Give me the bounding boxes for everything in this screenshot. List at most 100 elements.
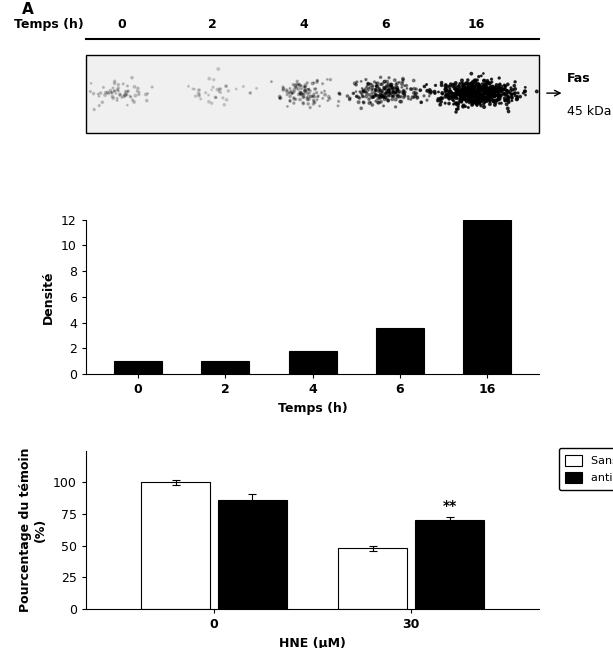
Point (195, 85, 205, 95)
Point (325, 93, 335, 104)
Point (474, 79, 484, 89)
Point (218, 93, 228, 103)
Point (487, 77, 497, 87)
Point (356, 87, 366, 98)
Point (446, 79, 455, 89)
Point (364, 79, 373, 89)
Point (495, 82, 504, 92)
Point (399, 85, 409, 95)
Point (112, 85, 122, 95)
Point (215, 84, 224, 95)
Point (455, 93, 465, 104)
Point (490, 97, 500, 107)
Point (484, 84, 493, 95)
Y-axis label: Densité: Densité (42, 270, 55, 323)
Point (493, 87, 503, 97)
Point (388, 87, 398, 97)
Point (459, 81, 468, 91)
Point (376, 93, 386, 103)
Point (465, 83, 475, 93)
Point (466, 82, 476, 93)
Point (445, 84, 455, 94)
Point (323, 95, 333, 106)
Point (453, 89, 463, 99)
Point (424, 87, 434, 97)
Point (464, 89, 474, 100)
Point (123, 90, 132, 100)
Point (500, 89, 509, 99)
Point (456, 92, 466, 102)
Point (370, 91, 379, 101)
Point (468, 81, 478, 91)
Point (289, 87, 299, 97)
Point (492, 90, 502, 100)
Point (481, 88, 491, 98)
Point (466, 96, 476, 106)
Point (309, 97, 319, 107)
Point (384, 87, 394, 97)
Point (462, 82, 472, 92)
Point (494, 85, 504, 95)
Point (221, 81, 231, 91)
Point (303, 98, 313, 109)
Point (391, 89, 401, 100)
Point (472, 89, 482, 99)
Point (453, 104, 463, 114)
Point (115, 90, 125, 100)
Point (390, 102, 400, 112)
Point (457, 86, 466, 96)
Point (479, 87, 489, 98)
Point (386, 80, 396, 91)
Point (492, 95, 501, 105)
Point (465, 95, 474, 106)
Point (457, 86, 466, 97)
Point (473, 90, 483, 100)
Point (460, 91, 470, 102)
Point (468, 87, 478, 97)
Point (479, 68, 489, 78)
Point (389, 88, 398, 98)
Point (481, 94, 490, 104)
Point (409, 87, 419, 98)
Point (478, 92, 488, 102)
Point (110, 86, 120, 96)
Point (307, 91, 317, 102)
Point (379, 92, 389, 102)
Point (512, 94, 522, 104)
Point (482, 80, 492, 91)
Point (468, 85, 478, 95)
Point (507, 95, 517, 106)
Point (345, 93, 355, 104)
Point (509, 80, 519, 91)
Point (376, 91, 386, 102)
Point (451, 85, 461, 95)
Point (386, 88, 395, 98)
Point (446, 88, 455, 98)
Point (143, 88, 153, 98)
Point (447, 88, 457, 98)
Point (489, 88, 498, 98)
Point (452, 104, 462, 114)
Point (493, 91, 503, 101)
Point (460, 93, 470, 104)
Point (211, 93, 221, 103)
Bar (114, 361, 162, 374)
Point (318, 93, 327, 104)
Point (475, 89, 485, 100)
Point (302, 78, 312, 88)
Point (464, 91, 474, 101)
Point (395, 86, 405, 97)
Point (474, 84, 484, 94)
Point (295, 89, 305, 99)
Point (459, 83, 468, 93)
Point (502, 95, 512, 105)
Point (452, 93, 462, 104)
Point (231, 84, 241, 94)
Point (400, 89, 409, 100)
Point (314, 101, 324, 111)
Point (481, 83, 491, 93)
Point (289, 93, 299, 103)
Point (474, 87, 484, 97)
Point (117, 92, 127, 102)
Point (389, 84, 398, 94)
